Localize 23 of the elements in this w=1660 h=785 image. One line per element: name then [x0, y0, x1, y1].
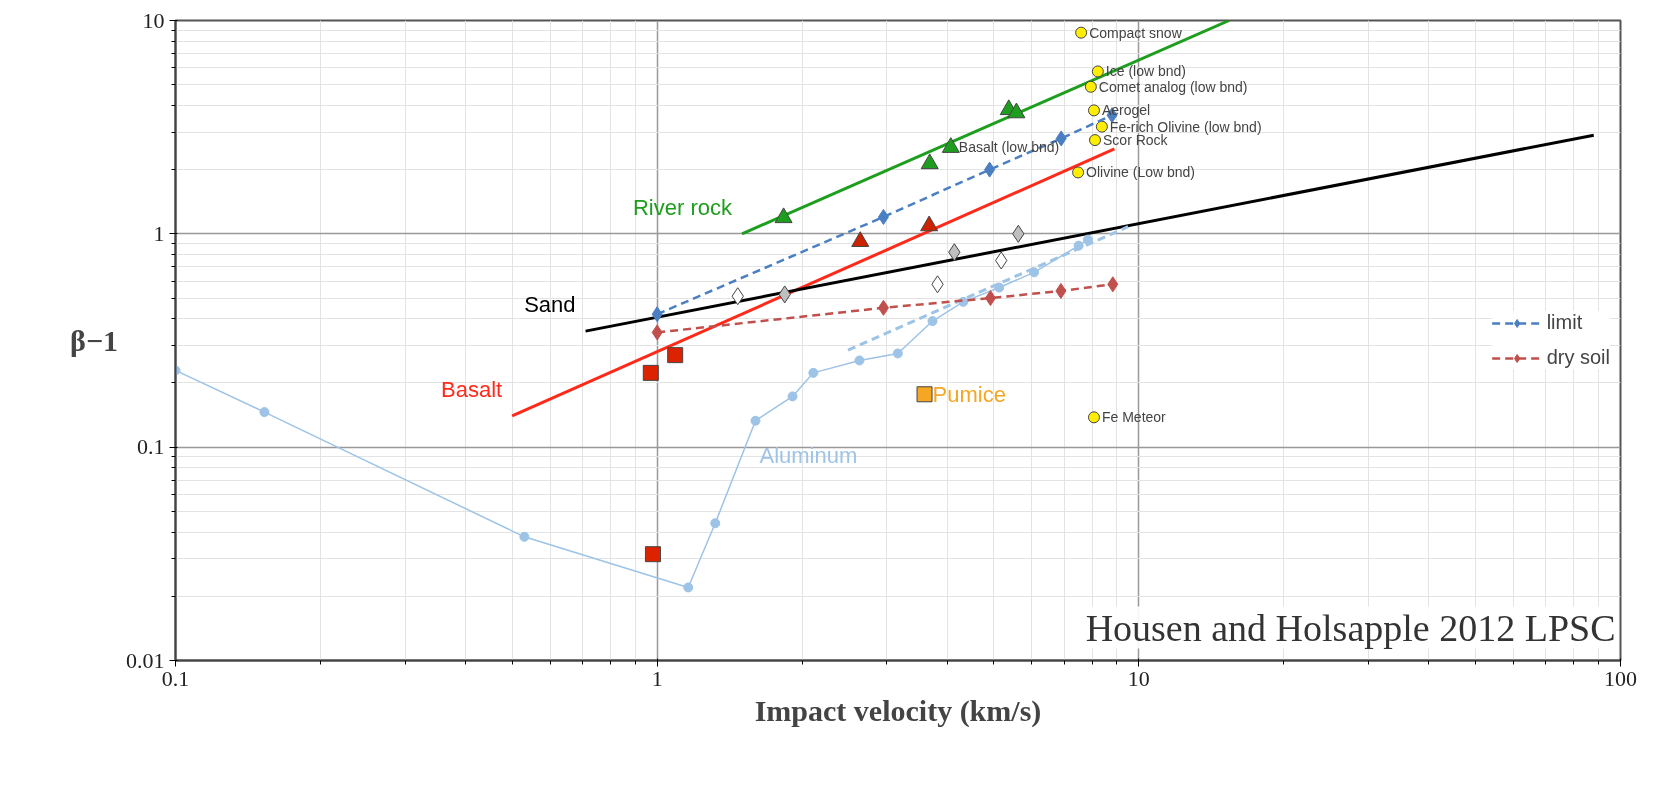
- annotation: Fe Meteor: [1101, 409, 1167, 426]
- legend-label: limit: [1546, 311, 1583, 334]
- y-tick-label: 1: [153, 220, 165, 246]
- x-tick-label: 100: [1604, 665, 1637, 691]
- x-axis-title: Impact velocity (km/s): [754, 693, 1042, 728]
- annotation: Fe-rich Olivine (low bnd): [1109, 118, 1262, 135]
- annotation: Comet analog (low bnd): [1098, 78, 1248, 95]
- legend-label: dry soil: [1546, 346, 1610, 369]
- x-tick-label: 10: [1127, 665, 1150, 691]
- annotation: Basalt: [441, 376, 503, 402]
- annotation: Aerogel: [1101, 102, 1151, 119]
- x-tick-label: 1: [651, 665, 663, 691]
- y-tick-label: 0.1: [137, 434, 165, 460]
- annotation: Housen and Holsapple 2012 LPSC: [1085, 606, 1616, 649]
- y-tick-label: 10: [142, 7, 165, 33]
- annotation: River rock: [632, 194, 733, 220]
- annotation: Sand: [524, 292, 576, 318]
- annotation: Pumice: [932, 381, 1006, 407]
- annotation: Compact snow: [1089, 24, 1183, 41]
- annotation: Scor Rock: [1103, 132, 1169, 149]
- y-axis-title: β−1: [70, 324, 119, 357]
- annotation: Aluminum: [759, 442, 858, 468]
- annotation: Olivine (Low bnd): [1086, 164, 1196, 181]
